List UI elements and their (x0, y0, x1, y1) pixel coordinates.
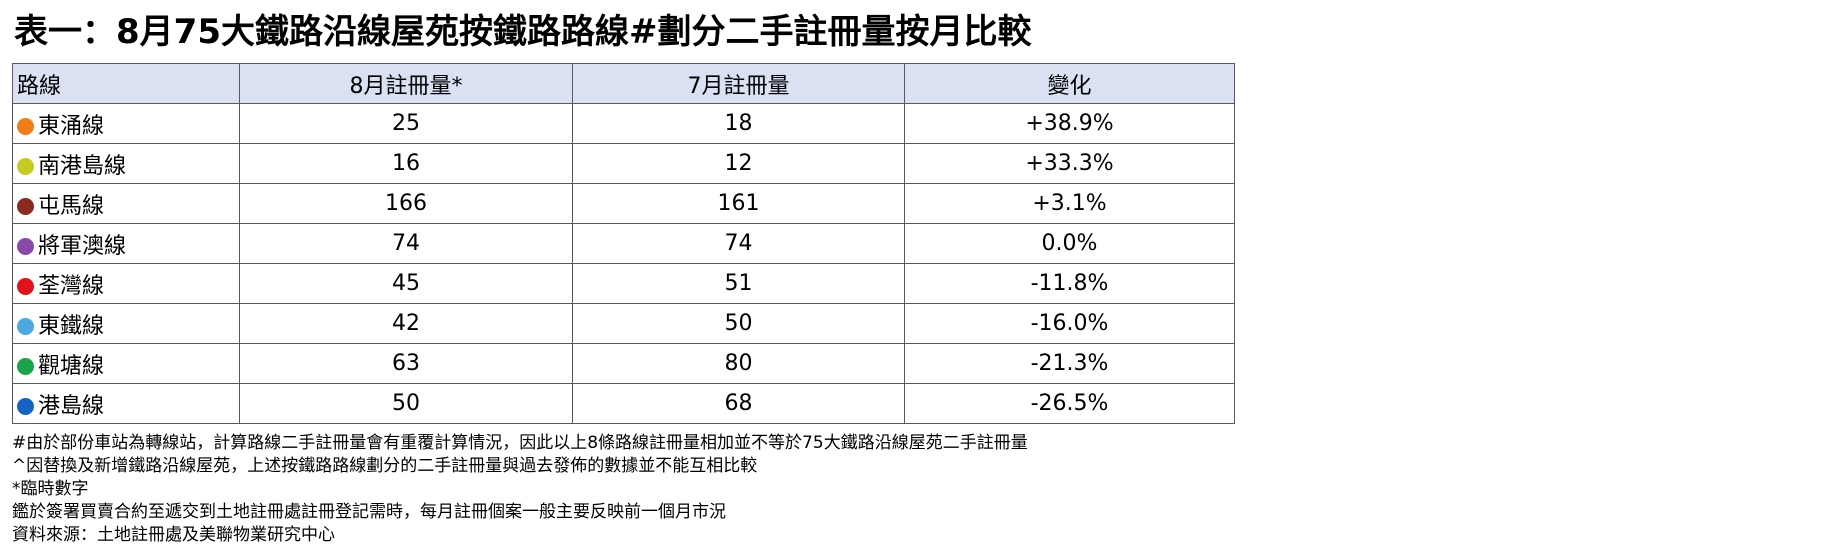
table-row: 東鐵線 42 50 -16.0% (12, 303, 1235, 344)
header-change: 變化 (904, 63, 1235, 104)
line-color-dot (17, 117, 34, 135)
line-color-dot (17, 157, 34, 175)
line-color-dot (17, 197, 34, 215)
aug-value: 166 (239, 183, 573, 224)
aug-value: 16 (239, 143, 573, 184)
table-row: 將軍澳線 74 74 0.0% (12, 223, 1235, 264)
line-color-dot (17, 237, 34, 255)
table-row: 南港島線 16 12 +33.3% (12, 143, 1235, 184)
footnote-lag: 鑑於簽署買賣合約至遞交到土地註冊處註冊登記需時，每月註冊個案一般主要反映前一個月… (12, 502, 726, 522)
header-jul: 7月註冊量 (572, 63, 905, 104)
jul-value: 74 (572, 223, 905, 264)
line-cell: 荃灣線 (12, 263, 240, 304)
aug-value: 42 (239, 303, 573, 344)
line-name: 將軍澳線 (38, 233, 127, 259)
change-value: +33.3% (904, 143, 1235, 184)
header-aug: 8月註冊量* (239, 63, 573, 104)
line-name: 港島線 (38, 393, 105, 419)
jul-value: 12 (572, 143, 905, 184)
change-value: 0.0% (904, 223, 1235, 264)
change-value: +3.1% (904, 183, 1235, 224)
jul-value: 80 (572, 343, 905, 384)
line-name: 東涌線 (38, 113, 105, 139)
line-color-dot (17, 357, 34, 375)
line-name: 觀塘線 (38, 353, 105, 379)
line-cell: 南港島線 (12, 143, 240, 184)
table-header-row: 路線 8月註冊量* 7月註冊量 變化 (12, 63, 1235, 104)
page-title: 表一：8月75大鐵路沿線屋苑按鐵路路線#劃分二手註冊量按月比較 (14, 12, 1032, 52)
line-cell: 東涌線 (12, 103, 240, 144)
aug-value: 63 (239, 343, 573, 384)
aug-value: 25 (239, 103, 573, 144)
header-line: 路線 (12, 63, 240, 104)
change-value: -16.0% (904, 303, 1235, 344)
line-name: 荃灣線 (38, 273, 105, 299)
change-value: -26.5% (904, 383, 1235, 424)
registration-table: 路線 8月註冊量* 7月註冊量 變化 東涌線 25 18 +38.9% 南港島線… (12, 63, 1235, 424)
change-value: -21.3% (904, 343, 1235, 384)
change-value: -11.8% (904, 263, 1235, 304)
aug-value: 74 (239, 223, 573, 264)
line-cell: 屯馬線 (12, 183, 240, 224)
jul-value: 68 (572, 383, 905, 424)
jul-value: 161 (572, 183, 905, 224)
line-color-dot (17, 277, 34, 295)
footnote-provisional: *臨時數字 (12, 479, 89, 499)
line-cell: 觀塘線 (12, 343, 240, 384)
table-row: 東涌線 25 18 +38.9% (12, 103, 1235, 144)
footnotes: #由於部份車站為轉線站，計算路線二手註冊量會有重覆計算情況，因此以上8條路線註冊… (12, 432, 1028, 547)
aug-value: 45 (239, 263, 573, 304)
line-color-dot (17, 397, 34, 415)
line-name: 屯馬線 (38, 193, 105, 219)
footnote-source: 資料來源：土地註冊處及美聯物業研究中心 (12, 525, 335, 545)
table-row: 港島線 50 68 -26.5% (12, 383, 1235, 424)
jul-value: 51 (572, 263, 905, 304)
line-cell: 東鐵線 (12, 303, 240, 344)
footnote-interchange: #由於部份車站為轉線站，計算路線二手註冊量會有重覆計算情況，因此以上8條路線註冊… (12, 433, 1028, 453)
footnote-comparability: ^因替換及新增鐵路沿線屋苑，上述按鐵路路線劃分的二手註冊量與過去發佈的數據並不能… (12, 456, 758, 476)
line-cell: 將軍澳線 (12, 223, 240, 264)
jul-value: 18 (572, 103, 905, 144)
table-row: 觀塘線 63 80 -21.3% (12, 343, 1235, 384)
line-color-dot (17, 317, 34, 335)
jul-value: 50 (572, 303, 905, 344)
line-cell: 港島線 (12, 383, 240, 424)
change-value: +38.9% (904, 103, 1235, 144)
line-name: 東鐵線 (38, 313, 105, 339)
table-row: 荃灣線 45 51 -11.8% (12, 263, 1235, 304)
aug-value: 50 (239, 383, 573, 424)
line-name: 南港島線 (38, 153, 127, 179)
table-row: 屯馬線 166 161 +3.1% (12, 183, 1235, 224)
